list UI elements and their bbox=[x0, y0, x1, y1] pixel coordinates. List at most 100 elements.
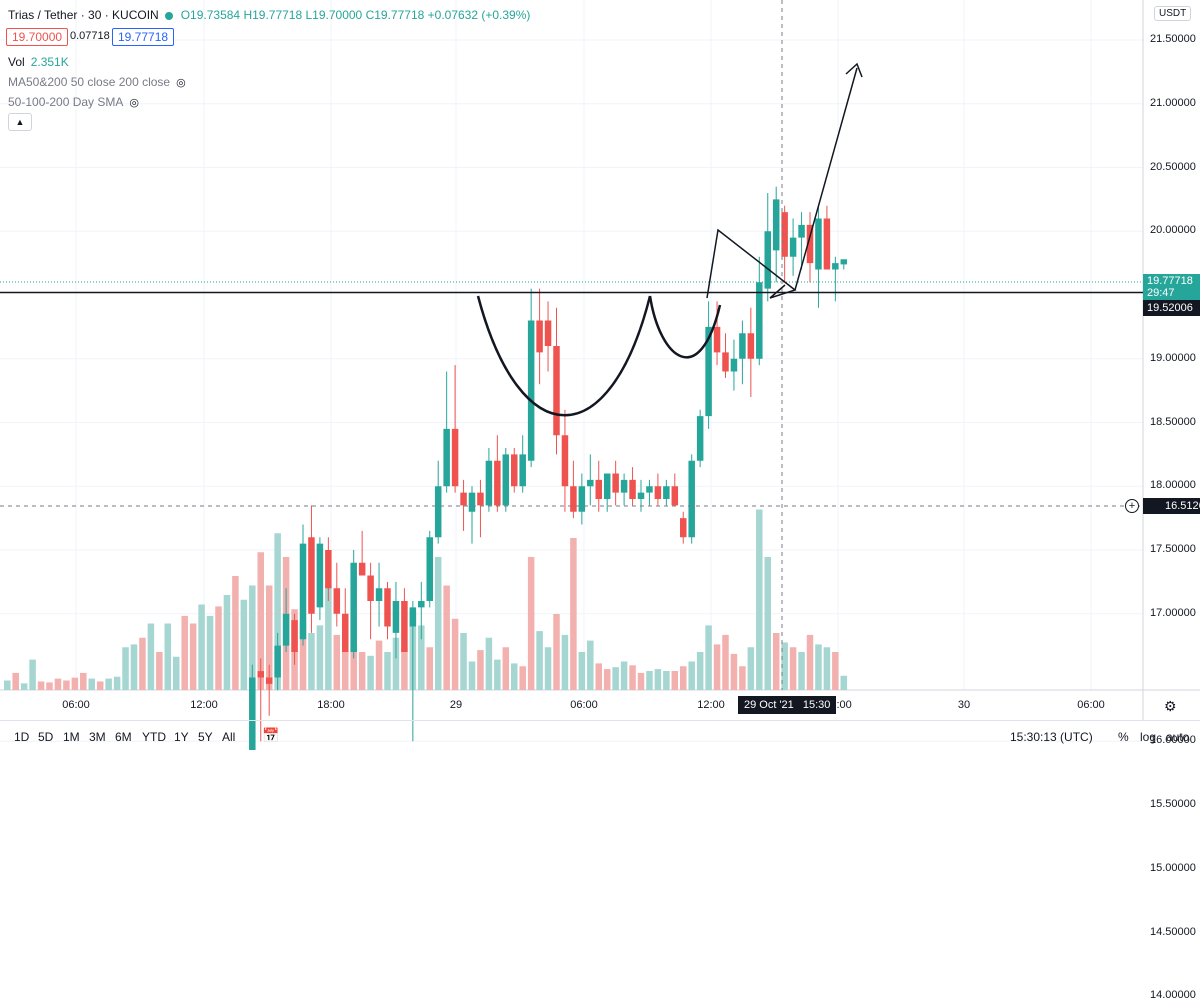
crosshair-price-label: 16.51268 bbox=[1143, 498, 1200, 514]
volume-bar bbox=[350, 642, 357, 690]
candle-body bbox=[688, 460, 695, 538]
candle-body bbox=[325, 550, 332, 589]
ma-indicator[interactable]: MA50&200 50 close 200 close ◎ bbox=[8, 75, 186, 89]
candle-body bbox=[401, 601, 408, 652]
candle-body bbox=[629, 479, 636, 499]
volume-bar bbox=[367, 655, 374, 690]
volume-bar bbox=[342, 637, 349, 690]
date-range-calendar-icon[interactable]: 📅 bbox=[262, 727, 280, 743]
buy-price-button[interactable]: 19.77718 bbox=[112, 28, 175, 46]
volume-bar bbox=[502, 647, 510, 690]
candle-body bbox=[249, 677, 256, 750]
volume-bar bbox=[358, 652, 366, 690]
price-chart[interactable] bbox=[0, 0, 1200, 750]
volume-bar bbox=[713, 644, 721, 690]
candle-body bbox=[603, 473, 611, 499]
volume-bar bbox=[688, 661, 695, 690]
volume-bar bbox=[536, 631, 543, 690]
volume-bar bbox=[595, 663, 602, 690]
timeframe-5d[interactable]: 5D bbox=[38, 730, 54, 744]
time-tick: 18:00 bbox=[317, 699, 345, 711]
candle-body bbox=[358, 562, 366, 576]
hidden-eye-icon[interactable]: ◎ bbox=[176, 77, 186, 89]
candle-body bbox=[713, 326, 721, 353]
time-tick: 12:00 bbox=[190, 699, 218, 711]
volume-bar bbox=[494, 659, 501, 690]
volume-bar bbox=[223, 595, 231, 690]
utc-clock[interactable]: 15:30:13 (UTC) bbox=[1010, 730, 1093, 744]
collapse-legend-button[interactable]: ▲ bbox=[8, 113, 32, 131]
candle-body bbox=[443, 428, 450, 487]
volume-bar bbox=[139, 637, 146, 690]
candle-body bbox=[680, 518, 687, 538]
volume-bar bbox=[147, 623, 155, 690]
volume-bar bbox=[587, 640, 594, 690]
volume-bar bbox=[527, 557, 535, 690]
timeframe-1m[interactable]: 1M bbox=[63, 730, 80, 744]
crosshair-time-label: 29 Oct '21 15:30 bbox=[738, 696, 837, 714]
timeframe-5y[interactable]: 5Y bbox=[198, 730, 213, 744]
candle-body bbox=[654, 486, 662, 499]
add-alert-plus-icon[interactable]: + bbox=[1125, 499, 1139, 513]
volume-bar bbox=[215, 606, 222, 690]
candle-body bbox=[375, 588, 383, 601]
volume-bar bbox=[806, 634, 814, 690]
volume-bar bbox=[553, 614, 560, 690]
candle-body bbox=[299, 543, 307, 640]
candle-body bbox=[663, 486, 670, 499]
price-tick: 17.00000 bbox=[1150, 606, 1196, 619]
volume-bar bbox=[612, 667, 619, 690]
volume-bars bbox=[4, 509, 848, 690]
timeframe-3m[interactable]: 3M bbox=[89, 730, 106, 744]
price-tick: 14.00000 bbox=[1150, 989, 1196, 1001]
candle-body bbox=[367, 575, 374, 601]
volume-bar bbox=[274, 533, 281, 690]
log-scale-toggle[interactable]: log bbox=[1140, 730, 1157, 744]
volume-bar bbox=[468, 661, 476, 690]
symbol-title[interactable]: Trias / Tether · 30 · KUCOIN bbox=[8, 8, 159, 22]
candle-body bbox=[739, 333, 746, 359]
volume-bar bbox=[173, 656, 180, 690]
timeframe-6m[interactable]: 6M bbox=[115, 730, 132, 744]
timeframe-1y[interactable]: 1Y bbox=[174, 730, 189, 744]
candle-body bbox=[840, 259, 848, 265]
bottom-toolbar: 1D 5D 1M 3M 6M YTD 1Y 5Y All 📅 15:30:13 … bbox=[0, 720, 1200, 751]
volume-indicator[interactable]: Vol 2.351K bbox=[8, 55, 69, 69]
volume-bar bbox=[519, 666, 526, 690]
percent-scale-toggle[interactable]: % bbox=[1118, 730, 1129, 744]
time-tick: 12:00 bbox=[697, 699, 725, 711]
target-arrow bbox=[794, 67, 858, 291]
timeframe-1d[interactable]: 1D bbox=[14, 730, 30, 744]
candle-body bbox=[587, 479, 594, 487]
candle-body bbox=[832, 263, 839, 270]
auto-scale-toggle[interactable]: auto bbox=[1166, 730, 1190, 744]
volume-bar bbox=[722, 634, 729, 690]
volume-bar bbox=[705, 625, 712, 690]
sell-price-button[interactable]: 19.70000 bbox=[6, 28, 69, 46]
price-tick: 21.50000 bbox=[1150, 33, 1196, 45]
timeframe-all[interactable]: All bbox=[222, 730, 236, 744]
ohlc-low: L19.70000 bbox=[305, 8, 363, 22]
volume-bar bbox=[443, 585, 450, 690]
sma-label: 50-100-200 Day SMA bbox=[8, 95, 124, 109]
currency-label[interactable]: USDT bbox=[1154, 6, 1192, 21]
hidden-eye-icon[interactable]: ◎ bbox=[129, 97, 140, 109]
volume-bar bbox=[696, 652, 704, 690]
candle-body bbox=[595, 479, 602, 499]
volume-bar bbox=[418, 625, 425, 690]
axis-settings-gear-icon[interactable]: ⚙ bbox=[1164, 698, 1177, 714]
candle-body bbox=[392, 601, 400, 633]
volume-bar bbox=[181, 615, 188, 690]
sma-indicator[interactable]: 50-100-200 Day SMA ◎ bbox=[8, 95, 139, 109]
candle-body bbox=[561, 435, 569, 487]
candle-body bbox=[460, 492, 467, 506]
timeframe-ytd[interactable]: YTD bbox=[142, 730, 166, 744]
market-open-icon bbox=[164, 11, 173, 20]
ma-label: MA50&200 50 close 200 close bbox=[8, 75, 171, 89]
volume-bar bbox=[46, 682, 53, 690]
candle-body bbox=[696, 416, 704, 461]
volume-bar bbox=[96, 681, 104, 690]
handle-curve bbox=[648, 295, 722, 359]
candle-body bbox=[815, 218, 822, 270]
volume-bar bbox=[620, 661, 628, 690]
